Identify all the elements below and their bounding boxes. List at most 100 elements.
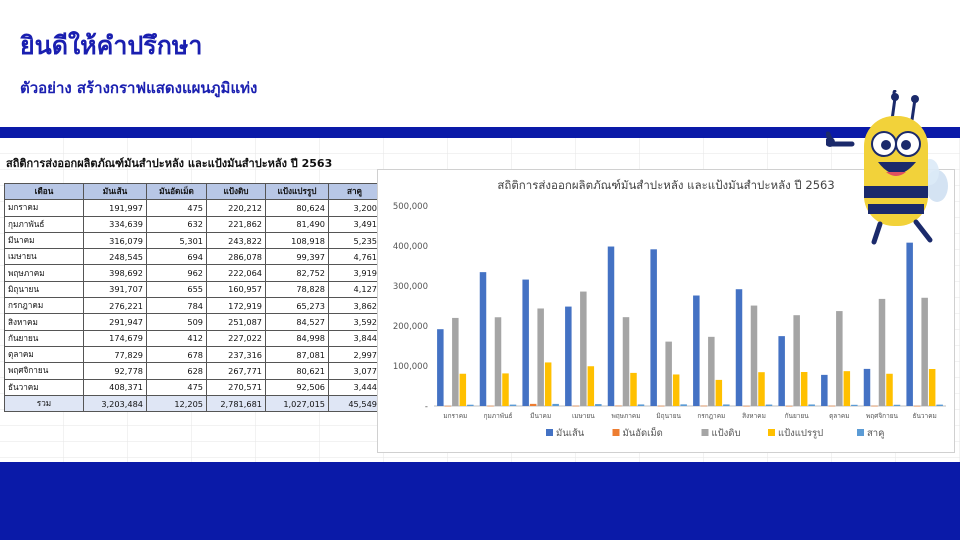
bar — [800, 372, 808, 406]
y-tick-label: 500,000 — [393, 202, 428, 212]
table-row: ตุลาคม 77,829 678 237,316 87,081 2,997 — [4, 345, 381, 364]
bar — [444, 405, 452, 407]
total-cell: 3,203,484 — [83, 394, 147, 413]
table-row: ธันวาคม 408,371 475 270,571 92,506 3,444 — [4, 378, 381, 396]
month-cell: มิถุนายน — [4, 280, 84, 299]
bar — [808, 404, 815, 406]
bar — [607, 246, 615, 406]
bar — [522, 279, 529, 406]
value-cell: 251,087 — [206, 313, 266, 331]
column-header: แป้งแปรรูป — [265, 182, 329, 201]
table-row: มิถุนายน 391,707 655 160,957 78,828 4,127 — [4, 280, 381, 299]
column-header: มันเส้น — [83, 182, 147, 201]
month-cell: สิงหาคม — [4, 313, 84, 331]
bar — [637, 404, 645, 406]
bar — [630, 372, 637, 406]
value-cell: 84,998 — [265, 329, 329, 347]
x-tick-label: สิงหาคม — [742, 412, 766, 420]
bar — [494, 317, 502, 406]
bar-chart-svg: สถิติการส่งออกผลิตภัณฑ์มันสำปะหลัง และแป… — [393, 178, 946, 439]
bar — [871, 405, 878, 407]
slide-title: ยินดีให้คำปรึกษา — [20, 31, 203, 60]
bar — [537, 308, 544, 406]
value-cell: 5,235 — [328, 231, 381, 250]
value-cell: 92,778 — [83, 362, 147, 380]
value-cell: 65,273 — [265, 297, 329, 315]
bar — [758, 372, 765, 406]
bar — [723, 404, 730, 406]
value-cell: 398,692 — [83, 264, 147, 282]
legend-swatch — [546, 429, 553, 436]
bar — [928, 368, 936, 406]
y-tick-label: - — [425, 402, 428, 412]
bar — [657, 405, 665, 407]
bar — [565, 306, 572, 406]
value-cell: 81,490 — [265, 215, 329, 233]
value-cell: 276,221 — [83, 297, 147, 315]
value-cell: 270,571 — [206, 378, 266, 396]
bar — [715, 379, 723, 406]
bar — [650, 249, 657, 406]
x-tick-label: พฤษภาคม — [611, 412, 640, 420]
bar — [700, 405, 708, 407]
month-cell: ธันวาคม — [4, 378, 84, 396]
value-cell: 80,621 — [265, 362, 329, 380]
bar — [843, 371, 851, 406]
value-cell: 84,527 — [265, 313, 329, 331]
month-cell: เมษายน — [4, 248, 84, 266]
bar — [886, 373, 893, 406]
legend-swatch — [701, 429, 709, 436]
legend-label: สาคู — [867, 428, 885, 439]
bar — [785, 405, 793, 407]
slide-subtitle: ตัวอย่าง สร้างกราฟแสดงแผนภูมิแท่ง — [20, 79, 258, 97]
bar — [693, 295, 700, 406]
table-row: มีนาคม 316,079 5,301 243,822 108,918 5,235 — [4, 231, 381, 250]
value-cell: 3,491 — [328, 215, 381, 233]
month-cell: พฤษภาคม — [4, 264, 84, 282]
table-row: กรกฎาคม 276,221 784 172,919 65,273 3,862 — [4, 297, 381, 315]
value-cell: 632 — [146, 215, 207, 233]
month-cell: มีนาคม — [4, 231, 84, 250]
bar — [467, 404, 474, 406]
x-tick-label: กันยายน — [785, 412, 810, 420]
bar — [544, 362, 552, 406]
value-cell: 243,822 — [206, 231, 266, 250]
bar — [828, 405, 836, 407]
bar — [893, 404, 901, 406]
bar — [502, 373, 509, 406]
bar — [750, 305, 758, 406]
value-cell: 962 — [146, 264, 207, 282]
legend-swatch — [768, 429, 775, 436]
total-label: รวม — [4, 394, 84, 413]
bar — [735, 289, 743, 406]
export-table: เดือน มันเส้น มันอัดเม็ด แป้งดิบ แป้งแปร… — [4, 182, 381, 413]
bar — [587, 366, 595, 406]
x-tick-label: มกราคม — [443, 412, 467, 420]
value-cell: 408,371 — [83, 378, 147, 396]
value-cell: 475 — [146, 378, 207, 396]
value-cell: 172,919 — [206, 297, 266, 315]
value-cell: 475 — [146, 199, 207, 217]
month-cell: กุมภาพันธ์ — [4, 215, 84, 233]
month-cell: ตุลาคม — [4, 345, 84, 364]
bar-chart[interactable]: สถิติการส่งออกผลิตภัณฑ์มันสำปะหลัง และแป… — [377, 169, 955, 453]
value-cell: 509 — [146, 313, 207, 331]
value-cell: 3,844 — [328, 329, 381, 347]
value-cell: 82,752 — [265, 264, 329, 282]
column-header: มันอัดเม็ด — [146, 182, 207, 201]
legend-label: แป้งดิบ — [712, 428, 741, 439]
bar — [595, 404, 602, 406]
bar — [672, 374, 680, 406]
bar — [622, 317, 630, 406]
bar — [765, 404, 773, 406]
value-cell: 3,077 — [328, 362, 381, 380]
y-tick-label: 300,000 — [393, 282, 428, 292]
value-cell: 77,829 — [83, 345, 147, 364]
total-cell: 1,027,015 — [265, 394, 329, 413]
bar — [437, 329, 444, 406]
bar — [529, 403, 537, 406]
bar — [778, 336, 785, 406]
x-tick-label: ธันวาคม — [912, 412, 936, 420]
bar — [580, 291, 587, 406]
value-cell: 160,957 — [206, 280, 266, 299]
